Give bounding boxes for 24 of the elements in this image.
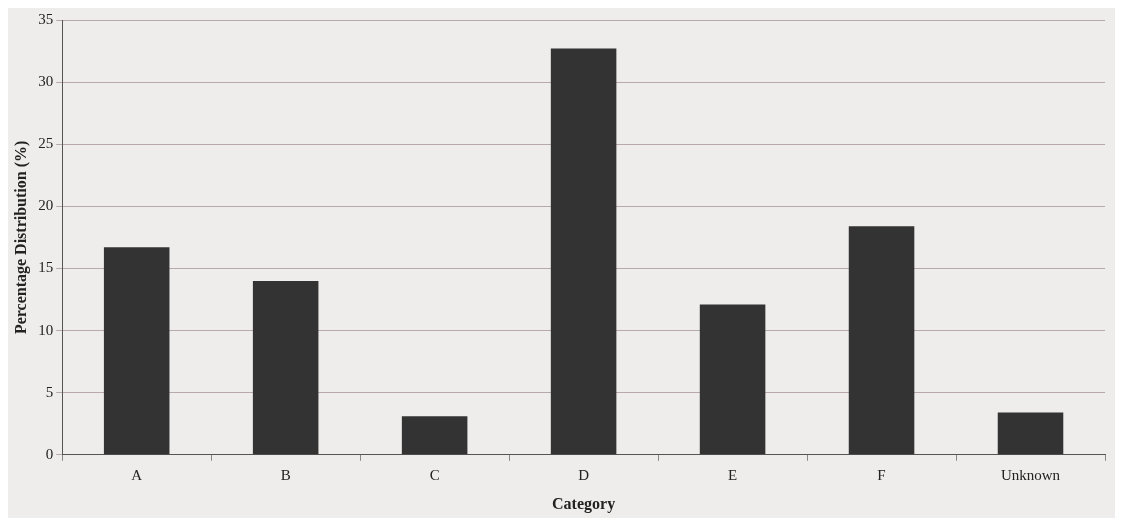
y-tick-label: 35 xyxy=(38,10,54,27)
y-tick-label: 10 xyxy=(38,321,54,338)
x-tick-label: E xyxy=(727,466,738,483)
x-tick-label: A xyxy=(131,466,143,483)
bar xyxy=(550,48,617,455)
y-tick-label: 25 xyxy=(38,135,54,152)
x-tick-label: C xyxy=(429,466,440,483)
bar xyxy=(848,226,915,455)
y-tick-label: 20 xyxy=(38,197,54,214)
y-tick-label: 15 xyxy=(38,259,54,276)
bar xyxy=(699,304,766,455)
bar xyxy=(401,416,468,455)
x-tick-label: F xyxy=(877,466,886,483)
bar xyxy=(103,247,170,455)
y-axis-title: Percentage Distribution (%) xyxy=(11,140,30,335)
x-tick-label: Unknown xyxy=(1000,466,1061,483)
x-tick-label: B xyxy=(280,466,291,483)
y-tick-label: 0 xyxy=(45,445,54,462)
x-axis-title: Category xyxy=(552,494,616,513)
x-tick-label: D xyxy=(578,466,590,483)
y-tick-label: 30 xyxy=(38,73,54,90)
bar xyxy=(252,280,319,455)
bar xyxy=(997,412,1064,455)
y-tick-label: 5 xyxy=(45,383,54,400)
